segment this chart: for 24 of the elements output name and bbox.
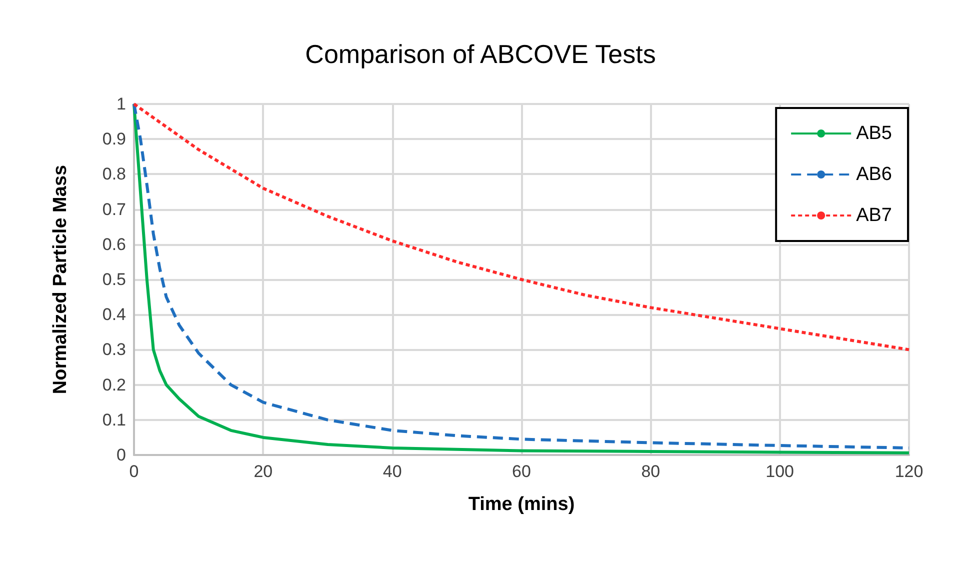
x-tick-label: 20 <box>254 462 273 481</box>
x-tick-label: 80 <box>641 462 660 481</box>
y-tick-label: 0.3 <box>102 340 126 360</box>
x-tick-label: 0 <box>129 462 139 481</box>
y-tick-label: 0.7 <box>102 200 126 219</box>
x-tick-label: 60 <box>512 462 531 481</box>
x-tick-label: 40 <box>382 462 402 481</box>
y-tick-label: 0.5 <box>102 270 126 289</box>
y-tick-label: 0.1 <box>102 410 126 430</box>
legend-label: AB7 <box>856 205 892 226</box>
y-axis-title: Normalized Particle Mass <box>50 164 71 394</box>
y-tick-label: 0.9 <box>102 130 126 149</box>
y-tick-label: 1 <box>116 94 126 114</box>
x-axis-title: Time (mins) <box>468 494 575 515</box>
legend-label: AB6 <box>856 164 892 185</box>
y-tick-label: 0.6 <box>102 234 126 254</box>
x-tick-label: 120 <box>894 462 924 481</box>
y-tick-label: 0.2 <box>102 375 126 394</box>
y-tick-label: 0.8 <box>102 164 126 184</box>
chart-title: Comparison of ABCOVE Tests <box>305 39 656 69</box>
y-tick-label: 0.4 <box>102 305 126 324</box>
legend-label: AB5 <box>856 123 892 144</box>
y-tick-label: 0 <box>116 446 126 464</box>
x-tick-label: 100 <box>766 462 794 481</box>
